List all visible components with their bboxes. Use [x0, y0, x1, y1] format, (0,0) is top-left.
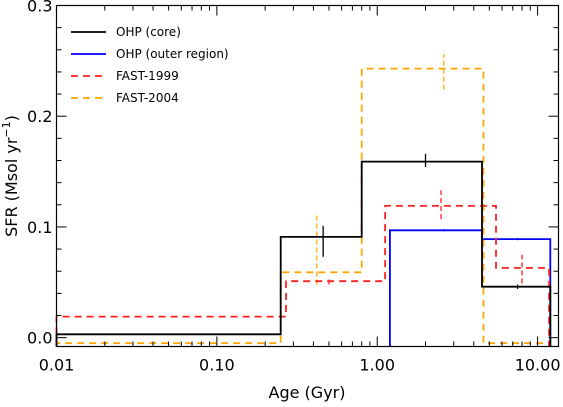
series-line-ohp-outer-region — [389, 229, 552, 347]
series-line-fast-1999 — [55, 205, 550, 347]
x-tick-label-1: 0.10 — [199, 356, 235, 375]
y-tick-label-1: 0.1 — [27, 218, 52, 237]
y-axis-label-main: SFR (Msol yr — [2, 137, 21, 237]
series-line-ohp-core — [55, 160, 552, 347]
legend-label-fast-1999: FAST-1999 — [116, 69, 179, 83]
x-tick-label-0: 0.01 — [39, 356, 75, 375]
y-tick-label-0: 0.0 — [27, 329, 52, 348]
x-tick-label-3: 10.00 — [515, 356, 561, 375]
y-tick-label-2: 0.2 — [27, 107, 52, 126]
legend: OHP (core) OHP (outer region) FAST-1999 FAS… — [71, 25, 229, 105]
x-tick-label-2: 1.00 — [359, 356, 395, 375]
y-axis-label-close: ) — [2, 115, 21, 121]
legend-label-ohp-core: OHP (core) — [116, 25, 181, 39]
legend-label-fast-2004: FAST-2004 — [116, 91, 179, 105]
x-axis-label: Age (Gyr) — [269, 383, 346, 402]
plot-frame — [55, 4, 560, 348]
y-tick-label-3: 0.3 — [27, 0, 52, 16]
y-axis-label: SFR (Msol yr−1) — [0, 115, 21, 237]
legend-label-ohp-outer-region: OHP (outer region) — [116, 47, 229, 61]
series-line-fast-2004 — [55, 67, 550, 347]
y-axis-label-sup: −1 — [0, 121, 13, 137]
